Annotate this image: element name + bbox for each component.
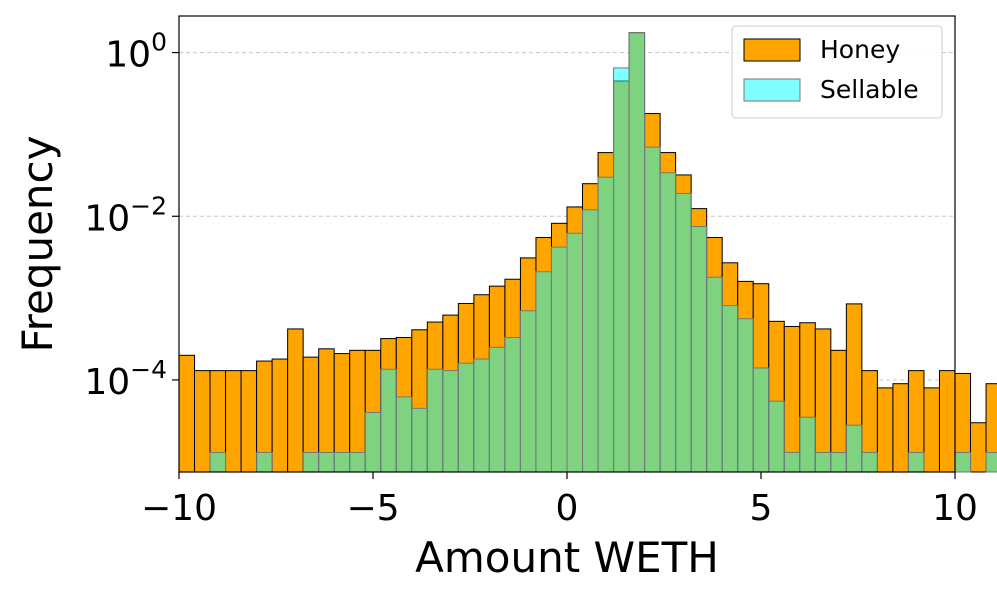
bar-sellable-35 xyxy=(721,305,739,473)
bar-sellable-37 xyxy=(752,367,770,473)
bar-sellable-17 xyxy=(442,370,459,473)
bar-honey-48 xyxy=(923,387,940,473)
bar-sellable-19 xyxy=(473,358,490,473)
bar-honey-3 xyxy=(225,370,242,473)
y-axis-title: Frequency xyxy=(13,136,62,353)
bar-sellable-2 xyxy=(209,451,227,473)
bar-honey-46 xyxy=(892,383,909,473)
y-tick-label-1: 10−2 xyxy=(84,191,167,239)
bar-sellable-27 xyxy=(597,176,615,473)
x-tick-label-0: −10 xyxy=(141,488,217,529)
bar-sellable-29 xyxy=(628,32,646,473)
bar-sellable-39 xyxy=(783,451,801,473)
bar-honey-39 xyxy=(783,325,801,473)
legend-swatch-sellable xyxy=(743,78,801,102)
bar-sellable-34 xyxy=(706,276,723,473)
x-axis-ticks: −10 −5 0 5 10 xyxy=(141,472,978,529)
bar-sellable-24 xyxy=(550,246,568,473)
legend-label-sellable: Sellable xyxy=(820,75,919,104)
bar-honey-4 xyxy=(240,370,258,473)
bar-sellable-20 xyxy=(488,346,506,473)
y-tick-label-0: 100 xyxy=(105,28,167,76)
bar-sellable-23 xyxy=(535,271,552,473)
bar-honey-7 xyxy=(287,328,304,473)
y-tick-label-2: 10−4 xyxy=(84,355,167,403)
bar-sellable-13 xyxy=(380,368,397,473)
bar-sellable-18 xyxy=(457,362,475,473)
bar-honey-6 xyxy=(271,358,289,473)
bar-sellable-41 xyxy=(814,451,832,473)
bar-sellable-10 xyxy=(333,451,351,473)
bar-honey-51 xyxy=(970,422,987,473)
bar-sellable-32 xyxy=(675,192,692,473)
bar-sellable-42 xyxy=(830,451,847,473)
bar-sellable-38 xyxy=(768,400,785,473)
bar-honey-45 xyxy=(876,387,894,473)
legend-swatch-honey xyxy=(743,38,801,62)
bar-honey-1 xyxy=(194,370,211,473)
bar-sellable-21 xyxy=(504,337,521,473)
bar-sellable-5 xyxy=(256,451,273,473)
bar-sellable-9 xyxy=(318,451,335,473)
x-tick-label-3: 5 xyxy=(750,488,773,529)
x-axis-title: Amount WETH xyxy=(415,533,719,582)
bar-honey-41 xyxy=(814,328,832,473)
x-tick-label-1: −5 xyxy=(346,488,399,529)
bar-sellable-16 xyxy=(426,368,444,473)
x-tick-label-4: 10 xyxy=(932,488,978,529)
y-axis-ticks: 100 10−2 10−4 xyxy=(84,28,179,403)
legend-label-honey: Honey xyxy=(820,35,900,64)
bar-sellable-43 xyxy=(845,424,863,473)
bar-honey-49 xyxy=(938,370,956,473)
bar-sellable-52 xyxy=(985,451,997,473)
bar-sellable-28 xyxy=(613,67,630,473)
bar-sellable-26 xyxy=(582,209,599,473)
bar-sellable-15 xyxy=(411,407,428,473)
bar-sellable-30 xyxy=(644,146,661,473)
bar-honey-0 xyxy=(178,354,196,473)
bar-sellable-36 xyxy=(737,318,754,473)
bar-sellable-47 xyxy=(907,451,925,473)
bar-sellable-50 xyxy=(954,451,972,473)
bar-sellable-11 xyxy=(349,451,366,473)
bar-sellable-25 xyxy=(566,232,584,473)
bar-sellable-33 xyxy=(690,225,708,473)
bar-sellable-44 xyxy=(861,451,878,473)
x-tick-label-2: 0 xyxy=(556,488,579,529)
bar-sellable-40 xyxy=(799,416,816,473)
bar-sellable-14 xyxy=(395,396,413,473)
bar-sellable-22 xyxy=(519,310,537,473)
bar-sellable-12 xyxy=(364,412,382,473)
bar-sellable-31 xyxy=(659,172,677,473)
bar-sellable-8 xyxy=(302,451,320,473)
legend: Honey Sellable xyxy=(731,25,943,119)
